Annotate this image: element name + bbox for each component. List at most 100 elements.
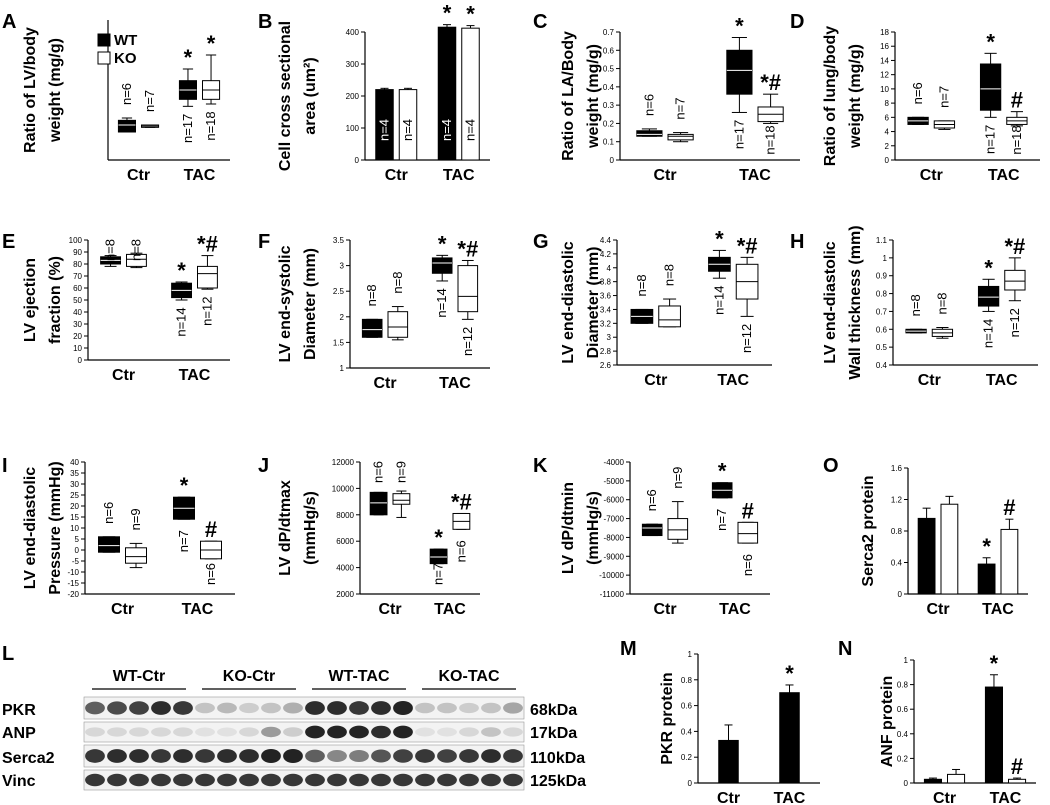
panel-label-o: O <box>823 455 839 477</box>
legend-swatch-wt <box>97 33 111 47</box>
bar-ko <box>940 503 959 595</box>
blot-band <box>393 749 413 763</box>
blot-band <box>239 727 259 737</box>
sample-size-label: n=12 <box>1007 308 1022 337</box>
y-tick-label: -15 <box>67 579 79 588</box>
blot-band <box>503 773 523 787</box>
sample-size-label: n=8 <box>390 272 405 294</box>
panel-label-m: M <box>620 638 637 660</box>
significance-marker: * <box>735 13 744 38</box>
blot-band <box>107 749 127 763</box>
blot-band <box>305 701 325 715</box>
y-tick-label: 1 <box>904 656 909 665</box>
y-axis-label-d: Ratio of lung/body <box>822 26 839 167</box>
blot-band <box>195 773 215 787</box>
sample-size-label: n=9 <box>393 461 408 483</box>
box-ko <box>392 493 411 505</box>
blot-band <box>239 773 259 787</box>
blot-band <box>195 727 215 737</box>
sample-size-label: n=7 <box>431 563 446 585</box>
blot-strip <box>83 769 525 791</box>
blot-band <box>415 727 435 737</box>
y-axis-label-i: Pressure (mmHg) <box>47 461 64 594</box>
significance-marker: *# <box>197 232 218 257</box>
sample-size-label: n=18 <box>763 125 778 154</box>
y-tick-label: 1.6 <box>891 464 903 473</box>
bar-ko <box>1000 528 1019 595</box>
blot-band <box>503 727 523 737</box>
x-category-label: TAC <box>986 372 1018 389</box>
y-tick-label: 0 <box>610 156 615 165</box>
y-tick-label: 6 <box>885 113 890 122</box>
y-axis-label-g: Diameter (mm) <box>585 246 602 358</box>
box-ko <box>667 518 689 540</box>
y-axis-label-k: LV dP/dtmin <box>560 482 577 574</box>
significance-marker: *# <box>760 70 781 95</box>
blot-band <box>239 749 259 763</box>
y-tick-label: 0.3 <box>603 101 615 110</box>
y-tick-label: 30 <box>70 480 79 489</box>
box-ko <box>658 305 681 328</box>
blot-band <box>459 702 479 714</box>
y-tick-label: -7000 <box>604 515 625 524</box>
panel-label-n: N <box>838 638 852 660</box>
panel-label-b: B <box>258 11 272 33</box>
sample-size-label: n=7 <box>936 86 951 108</box>
blot-band <box>437 727 457 737</box>
y-tick-label: 25 <box>70 491 79 500</box>
x-category-label: TAC <box>982 601 1014 618</box>
y-tick-label: 10 <box>73 344 82 353</box>
blot-band <box>85 773 105 787</box>
significance-marker: * <box>443 1 452 26</box>
sample-size-label: n=8 <box>364 284 379 306</box>
x-category-label: Ctr <box>920 167 943 184</box>
y-tick-label: 40 <box>70 458 79 467</box>
significance-marker: * <box>718 459 727 484</box>
blot-band <box>393 773 413 787</box>
box-wt <box>726 49 753 95</box>
sample-size-label: n=7 <box>673 98 688 120</box>
y-axis-label-j: (mmHg/s) <box>302 491 319 565</box>
y-tick-label: 1.2 <box>891 496 903 505</box>
y-tick-label: 4.2 <box>600 250 612 259</box>
blot-band <box>217 702 237 714</box>
blot-band <box>371 701 391 715</box>
y-tick-label: -5000 <box>604 477 625 486</box>
y-axis-label-a: weight (mg/g) <box>47 38 64 143</box>
blot-band <box>151 773 171 787</box>
y-tick-label: 20 <box>73 332 82 341</box>
blot-band <box>459 727 479 737</box>
blot-mw-label: 17kDa <box>530 725 577 742</box>
sample-size-label: n=4 <box>463 119 478 141</box>
y-tick-label: -8000 <box>604 533 625 542</box>
significance-marker: * <box>466 2 475 27</box>
sample-size-label: n=8 <box>634 274 649 296</box>
blot-band <box>129 701 149 715</box>
significance-marker: *# <box>451 489 472 514</box>
y-tick-label: 2.5 <box>333 287 345 296</box>
y-tick-label: 2 <box>885 142 890 151</box>
bar-wt <box>923 778 942 784</box>
sample-size-label: n=8 <box>908 294 923 316</box>
y-tick-label: 8000 <box>336 511 354 520</box>
y-tick-label: 2000 <box>336 590 354 599</box>
blot-band <box>349 773 369 787</box>
y-axis-label-h: LV end-diastolic <box>822 241 839 363</box>
sample-size-label: n=12 <box>460 327 475 356</box>
box-wt <box>979 63 1002 111</box>
box-ko <box>667 133 694 141</box>
y-tick-label: 0 <box>898 590 903 599</box>
sample-size-label: n=14 <box>981 319 996 348</box>
sample-size-label: n=14 <box>434 288 449 317</box>
sample-size-label: n=4 <box>400 119 415 141</box>
blot-band <box>129 727 149 737</box>
y-tick-label: 3.2 <box>600 319 612 328</box>
y-axis-label-f: Diameter (mm) <box>302 248 319 360</box>
y-tick-label: 1 <box>688 650 693 659</box>
y-tick-label: 400 <box>346 28 360 37</box>
blot-mw-label: 110kDa <box>530 750 585 767</box>
blot-band <box>195 702 215 714</box>
y-tick-label: 12000 <box>332 458 355 467</box>
y-axis-label-e: LV ejection <box>22 258 39 342</box>
y-tick-label: 0 <box>688 779 693 788</box>
